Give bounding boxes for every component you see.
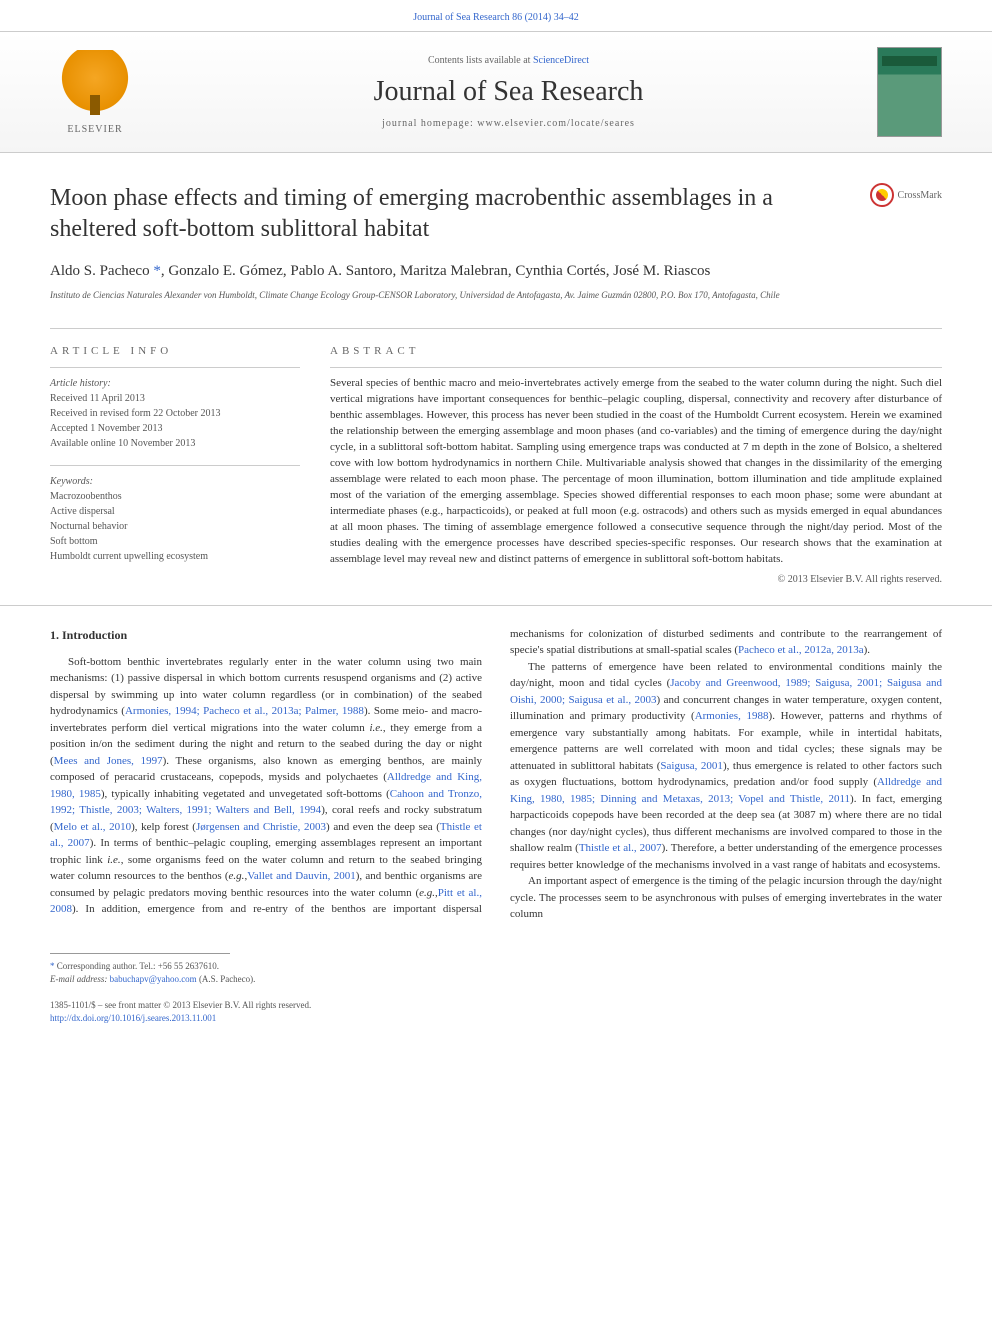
article-info-heading: article info xyxy=(50,345,300,357)
keywords-block: Keywords: Macrozoobenthos Active dispers… xyxy=(50,465,300,564)
abstract-text: Several species of benthic macro and mei… xyxy=(330,367,942,567)
journal-header: ELSEVIER Contents lists available at Sci… xyxy=(0,31,992,153)
body-paragraph: An important aspect of emergence is the … xyxy=(510,873,942,923)
footer-divider xyxy=(50,953,230,954)
homepage-url[interactable]: www.elsevier.com/locate/seares xyxy=(477,118,635,129)
doi-link[interactable]: http://dx.doi.org/10.1016/j.seares.2013.… xyxy=(50,1013,216,1023)
email-label: E-mail address: xyxy=(50,974,110,984)
page-footer: * Corresponding author. Tel.: +56 55 263… xyxy=(0,943,992,1046)
contents-prefix: Contents lists available at xyxy=(428,55,533,66)
keyword: Macrozoobenthos xyxy=(50,489,300,504)
journal-homepage-line: journal homepage: www.elsevier.com/locat… xyxy=(140,118,877,129)
crossmark-badge[interactable]: CrossMark xyxy=(870,183,942,207)
header-center: Contents lists available at ScienceDirec… xyxy=(140,55,877,129)
email-suffix: (A.S. Pacheco). xyxy=(197,974,256,984)
elsevier-tree-icon xyxy=(60,50,130,120)
article-title: Moon phase effects and timing of emergin… xyxy=(50,183,850,245)
keyword: Humboldt current upwelling ecosystem xyxy=(50,549,300,564)
elsevier-wordmark: ELSEVIER xyxy=(67,124,122,135)
article-history-block: Article history: Received 11 April 2013 … xyxy=(50,367,300,451)
keyword: Active dispersal xyxy=(50,504,300,519)
keyword: Nocturnal behavior xyxy=(50,519,300,534)
journal-name: Journal of Sea Research xyxy=(140,76,877,108)
author-list: Aldo S. Pacheco *, Gonzalo E. Gómez, Pab… xyxy=(50,263,942,280)
history-line: Received in revised form 22 October 2013 xyxy=(50,406,300,421)
affiliation: Instituto de Ciencias Naturales Alexande… xyxy=(50,290,942,300)
abstract-copyright: © 2013 Elsevier B.V. All rights reserved… xyxy=(330,574,942,585)
crossmark-label: CrossMark xyxy=(898,190,942,201)
body-paragraph: The patterns of emergence have been rela… xyxy=(510,659,942,874)
article-front-matter: Moon phase effects and timing of emergin… xyxy=(0,153,992,605)
history-line: Received 11 April 2013 xyxy=(50,391,300,406)
email-link[interactable]: babuchapv@yahoo.com xyxy=(110,974,197,984)
article-info-column: article info Article history: Received 1… xyxy=(50,345,300,584)
sciencedirect-link[interactable]: ScienceDirect xyxy=(533,55,589,66)
journal-citation[interactable]: Journal of Sea Research 86 (2014) 34–42 xyxy=(0,0,992,31)
keyword: Soft bottom xyxy=(50,534,300,549)
abstract-column: abstract Several species of benthic macr… xyxy=(330,345,942,584)
crossmark-icon xyxy=(870,183,894,207)
history-line: Available online 10 November 2013 xyxy=(50,436,300,451)
homepage-prefix: journal homepage: xyxy=(382,118,477,129)
abstract-heading: abstract xyxy=(330,345,942,357)
keywords-label: Keywords: xyxy=(50,474,300,489)
article-body: 1. Introduction Soft-bottom benthic inve… xyxy=(0,605,992,943)
elsevier-logo[interactable]: ELSEVIER xyxy=(50,42,140,142)
section-heading-intro: 1. Introduction xyxy=(50,626,482,644)
journal-cover-thumbnail[interactable] xyxy=(877,47,942,137)
email-line: E-mail address: babuchapv@yahoo.com (A.S… xyxy=(50,973,942,987)
corresponding-author-note: * Corresponding author. Tel.: +56 55 263… xyxy=(50,960,942,974)
history-line: Accepted 1 November 2013 xyxy=(50,421,300,436)
front-matter-line: 1385-1101/$ – see front matter © 2013 El… xyxy=(50,999,311,1013)
contents-available-line: Contents lists available at ScienceDirec… xyxy=(140,55,877,66)
history-label: Article history: xyxy=(50,376,300,391)
